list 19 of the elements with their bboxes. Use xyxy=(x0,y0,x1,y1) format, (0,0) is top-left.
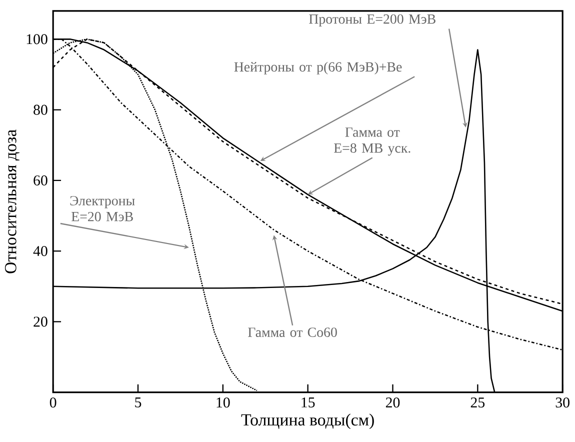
annotation: Протоны E=200 МэВ xyxy=(309,14,436,27)
y-tick-label: 40 xyxy=(33,246,48,256)
y-tick-label: 60 xyxy=(34,175,48,186)
x-tick-label: 20 xyxy=(386,397,400,408)
y-tick-label: 80 xyxy=(34,104,48,115)
x-axis-title: Толщина воды(см) xyxy=(241,414,374,430)
annotation: Нейтроны от p(66 МэВ)+Be xyxy=(234,62,402,74)
x-tick-label: 0 xyxy=(50,397,56,408)
annotation: Электроны E=20 МэВ xyxy=(70,196,135,222)
y-axis-title: Относительная доза xyxy=(4,130,20,274)
y-tick-label: 100 xyxy=(26,34,48,44)
x-tick-label: 5 xyxy=(135,397,142,408)
y-tick-label: 20 xyxy=(34,316,48,327)
x-tick-label: 30 xyxy=(556,397,570,408)
annotation: Гамма от E=8 МВ уск. xyxy=(334,128,410,156)
x-tick-label: 25 xyxy=(470,397,485,408)
annotation: Гамма от Co60 xyxy=(248,328,337,337)
x-tick-label: 15 xyxy=(302,397,315,408)
x-tick-label: 10 xyxy=(216,397,230,408)
